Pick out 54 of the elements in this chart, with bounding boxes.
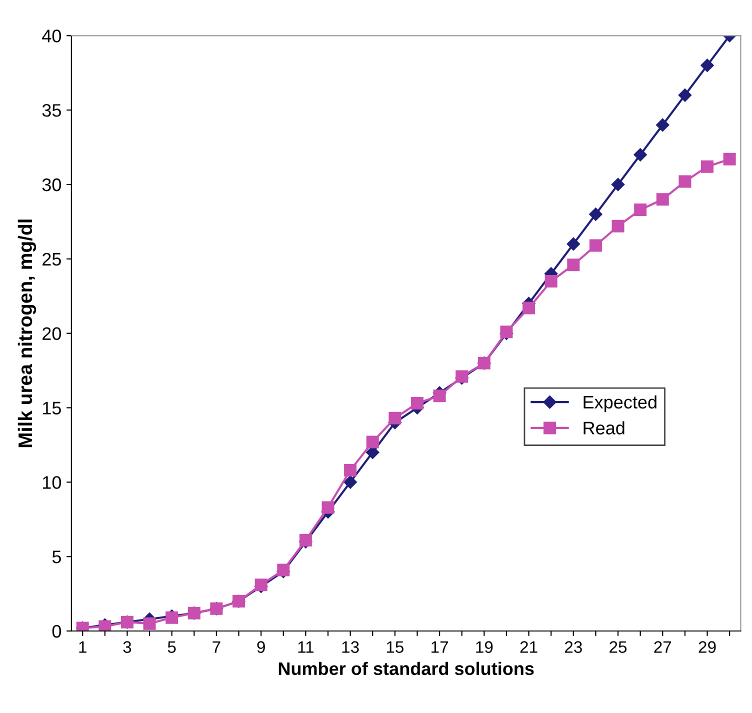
y-tick-label: 30 xyxy=(42,178,62,192)
point xyxy=(344,464,357,477)
point xyxy=(344,476,357,489)
point xyxy=(612,220,624,232)
point xyxy=(701,160,714,173)
y-tick-label: 35 xyxy=(42,104,61,117)
x-tick-label: 17 xyxy=(432,641,448,653)
point xyxy=(656,118,670,132)
point xyxy=(589,208,602,221)
x-tick-label: 5 xyxy=(168,641,176,653)
x-tick-label: 19 xyxy=(476,641,493,653)
x-tick-label: 25 xyxy=(610,641,627,653)
point xyxy=(700,58,714,72)
point xyxy=(678,88,692,102)
y-tick-label: 10 xyxy=(43,476,62,489)
point xyxy=(634,148,647,162)
x-tick-label: 13 xyxy=(342,641,359,653)
point xyxy=(388,412,402,424)
y-tick-label: 0 xyxy=(52,624,62,638)
point xyxy=(544,274,558,288)
y-tick-label: 5 xyxy=(52,550,61,564)
point xyxy=(723,152,736,166)
point xyxy=(589,239,602,252)
point xyxy=(522,302,536,314)
point xyxy=(410,397,424,410)
point xyxy=(566,237,580,251)
point xyxy=(322,501,334,514)
point xyxy=(611,178,625,192)
point xyxy=(143,617,156,630)
x-tick-label: 7 xyxy=(212,641,220,653)
point xyxy=(634,204,647,216)
y-tick-label: 25 xyxy=(42,252,61,266)
x-tick-label: 1 xyxy=(79,641,86,653)
x-tick-label: 9 xyxy=(257,641,265,653)
x-axis-title: Number of standard solutions xyxy=(278,662,534,676)
x-tick-label: 11 xyxy=(298,641,314,653)
x-tick-label: 3 xyxy=(123,641,132,653)
y-tick-label: 40 xyxy=(42,30,62,42)
point xyxy=(678,175,692,188)
x-tick-label: 21 xyxy=(520,641,538,653)
legend-label: Expected xyxy=(584,395,656,412)
y-tick-label: 20 xyxy=(42,327,62,340)
x-tick-label: 15 xyxy=(386,641,404,653)
point xyxy=(299,534,312,546)
x-tick-label: 23 xyxy=(564,641,582,653)
point xyxy=(366,436,379,448)
x-tick-label: 27 xyxy=(654,641,672,653)
y-axis-title: Milk urea nitrogen, mg/dl xyxy=(18,220,36,448)
point xyxy=(433,390,446,402)
point xyxy=(567,258,580,272)
x-tick-label: 29 xyxy=(698,641,716,653)
legend-label: Read xyxy=(584,421,624,434)
y-tick-label: 15 xyxy=(43,402,61,414)
point xyxy=(656,193,669,206)
